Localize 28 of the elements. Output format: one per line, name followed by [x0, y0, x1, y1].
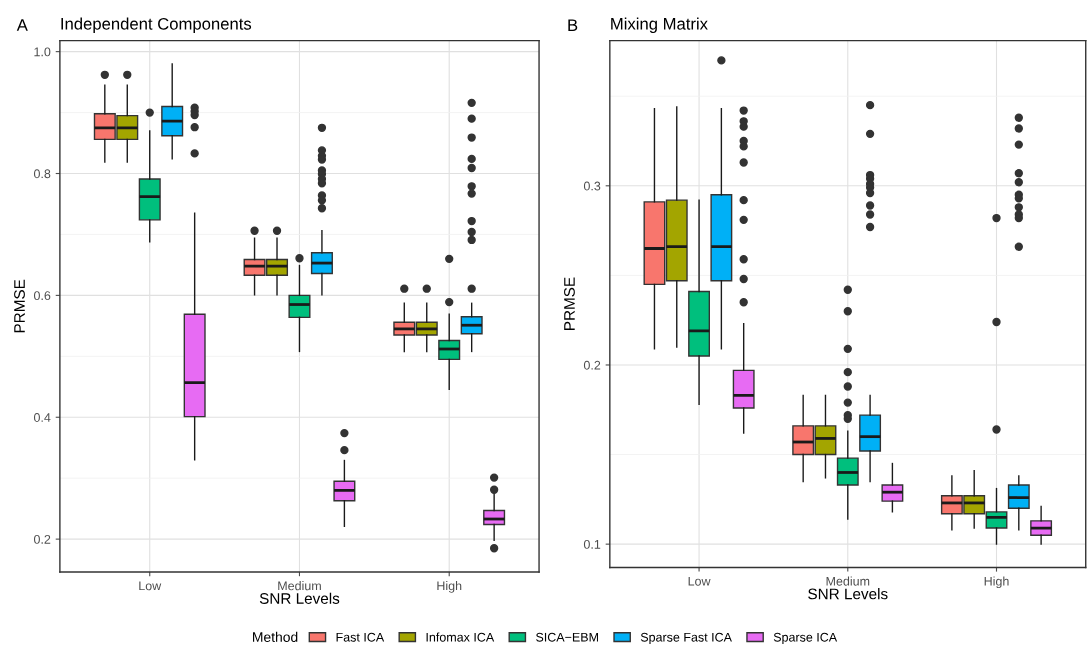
text: B: [568, 19, 578, 31]
chart-title: Independent Components: [61, 17, 252, 34]
legend-label: Fast ICA: [336, 632, 385, 642]
y-tick-label: 1.0: [34, 47, 51, 57]
legend-label: SICA−EBM: [536, 632, 598, 642]
text: A: [16, 19, 28, 31]
y-axis-title: PRMSE: [14, 279, 25, 333]
x-tick-label: Low: [139, 581, 162, 591]
chart-title: Mixing Matrix: [611, 17, 708, 34]
legend-label: Sparse Fast ICA: [640, 632, 732, 645]
legend-label: Sparse ICA: [773, 632, 838, 645]
y-axis-title: PRMSE: [564, 277, 575, 330]
x-tick-label: Medium: [826, 576, 870, 586]
x-tick-label: Low: [688, 576, 711, 586]
y-tick-label: 0.6: [33, 291, 51, 301]
y-tick-label: 0.4: [33, 413, 51, 422]
y-tick-label: 0.8: [33, 169, 51, 179]
x-axis-title: SNR Levels: [808, 588, 888, 600]
x-tick-label: High: [437, 581, 462, 593]
y-tick-label: 0.3: [583, 181, 601, 191]
legend-label: Infomax ICA: [426, 632, 495, 642]
x-tick-label: Medium: [278, 581, 321, 591]
x-tick-label: High: [984, 576, 1009, 589]
y-tick-label: 0.2: [583, 360, 601, 370]
legend-title: Method: [253, 631, 298, 642]
y-tick-label: 0.2: [33, 534, 51, 544]
x-axis-title: SNR Levels: [259, 592, 340, 604]
y-tick-label: 0.1: [583, 539, 601, 549]
